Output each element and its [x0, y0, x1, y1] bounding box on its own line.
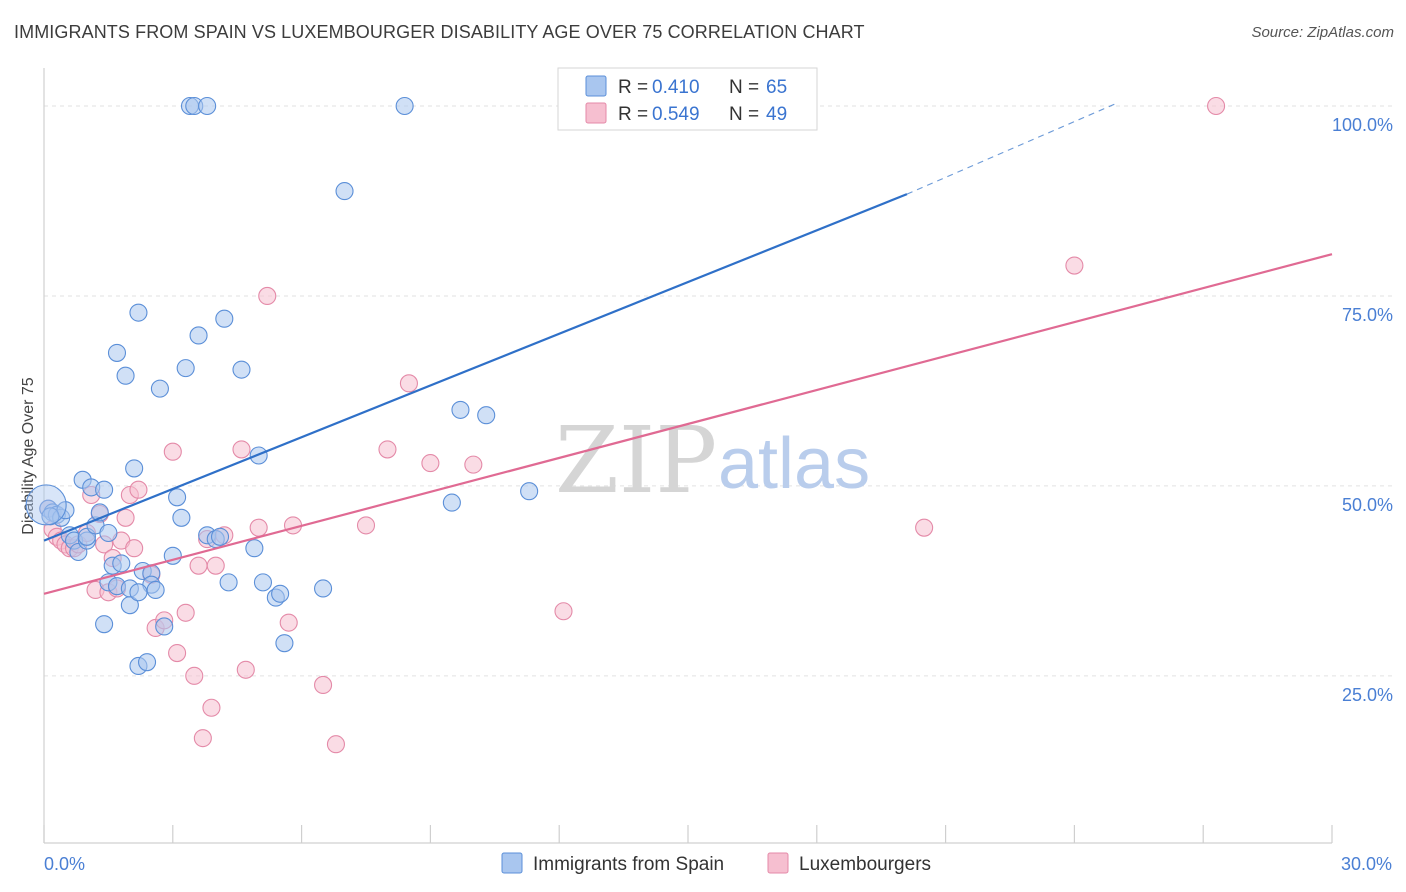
watermark-zip: ZIP: [555, 407, 717, 514]
y-tick-label: 100.0%: [1332, 115, 1393, 135]
chart-title: IMMIGRANTS FROM SPAIN VS LUXEMBOURGER DI…: [14, 22, 865, 42]
data-point: [326, 735, 345, 754]
legend-n-value-2: 49: [766, 104, 787, 125]
data-point: [520, 482, 539, 501]
data-point: [129, 480, 148, 499]
legend-n-label-1: N =: [729, 77, 759, 98]
legend-n-value-1: 65: [766, 77, 787, 98]
data-point: [137, 653, 157, 672]
data-point: [554, 602, 573, 621]
watermark-atlas: atlas: [718, 424, 870, 504]
data-point: [206, 556, 225, 575]
y-tick-labels: 25.0% 50.0% 75.0% 100.0%: [1332, 115, 1393, 705]
data-point-large: [25, 484, 67, 526]
bottom-legend-label-spain: Immigrants from Spain: [533, 854, 724, 875]
data-point: [107, 343, 127, 362]
data-point: [314, 675, 333, 695]
data-point: [189, 556, 208, 575]
data-point: [210, 527, 230, 546]
data-point: [253, 573, 273, 592]
legend-r-value-1: 0.410: [652, 77, 700, 98]
data-point: [95, 615, 114, 634]
data-point: [163, 442, 182, 461]
data-point: [421, 454, 440, 473]
y-tick-label: 75.0%: [1342, 305, 1393, 325]
data-point: [335, 182, 354, 201]
data-point: [279, 613, 298, 632]
grid-lines: [44, 105, 1392, 677]
legend-r-label-2: R =: [618, 104, 648, 125]
data-point: [176, 603, 195, 622]
data-point: [95, 480, 114, 499]
data-point: [258, 286, 277, 305]
chart-source: Source: ZipAtlas.com: [1251, 24, 1394, 41]
data-point: [198, 96, 217, 116]
data-point: [356, 516, 376, 535]
data-point: [378, 440, 397, 459]
data-point: [249, 518, 268, 537]
legend-swatch-spain: [585, 75, 607, 97]
data-point: [99, 523, 118, 543]
data-point: [283, 516, 303, 535]
data-point: [464, 455, 483, 474]
data-point: [176, 359, 195, 378]
data-point: [129, 583, 148, 602]
trend-lines: [43, 102, 1333, 595]
correlation-legend: R = 0.410 N = 65 R = 0.549 N = 49: [557, 67, 818, 131]
bottom-legend-swatch-spain: [501, 852, 523, 874]
legend-n-label-2: N =: [729, 104, 759, 125]
data-point: [451, 400, 470, 419]
data-point: [399, 374, 418, 393]
data-point: [275, 634, 294, 653]
data-point: [168, 643, 187, 663]
data-point: [395, 96, 414, 116]
spain-points: [25, 96, 762, 676]
data-point: [477, 406, 496, 425]
data-point: [116, 366, 135, 385]
data-point: [172, 508, 191, 527]
data-point: [232, 360, 251, 379]
data-point: [1065, 256, 1084, 275]
x-axis-ticks: [43, 825, 1333, 843]
data-point: [146, 580, 165, 600]
data-point: [245, 539, 264, 558]
data-point: [232, 440, 251, 459]
data-point: [442, 493, 461, 512]
bottom-legend-swatch-lux: [767, 852, 789, 874]
data-point: [215, 309, 234, 328]
watermark: ZIP atlas: [555, 407, 870, 514]
y-axis-label: Disability Age Over 75: [20, 377, 37, 535]
data-point: [314, 579, 333, 598]
legend-swatch-lux: [585, 102, 607, 124]
x-tick-label-max: 30.0%: [1341, 854, 1392, 874]
data-point: [150, 379, 169, 398]
data-point: [155, 617, 174, 636]
data-point: [168, 488, 187, 507]
data-point: [193, 729, 212, 748]
data-point: [116, 508, 135, 527]
legend-r-label-1: R =: [618, 77, 648, 98]
data-point: [1207, 96, 1226, 116]
legend-r-value-2: 0.549: [652, 104, 700, 125]
data-point: [189, 326, 208, 345]
bottom-legend-label-lux: Luxembourgers: [799, 854, 931, 875]
data-point: [185, 666, 204, 685]
data-point: [125, 539, 144, 558]
y-tick-label: 50.0%: [1342, 495, 1393, 515]
trendline-spain-extension: [906, 102, 1118, 195]
data-point: [219, 573, 238, 592]
data-point: [915, 518, 934, 537]
data-point: [236, 660, 255, 679]
y-tick-label: 25.0%: [1342, 685, 1393, 705]
data-point: [129, 303, 148, 322]
data-point: [125, 459, 144, 478]
series-legend: Immigrants from Spain Luxembourgers: [501, 852, 931, 875]
trendline-luxembourgers: [43, 253, 1333, 595]
x-tick-label-min: 0.0%: [44, 854, 85, 874]
trendline-spain: [43, 193, 908, 542]
data-point: [202, 698, 221, 717]
data-point: [271, 584, 290, 603]
data-point: [112, 554, 131, 573]
